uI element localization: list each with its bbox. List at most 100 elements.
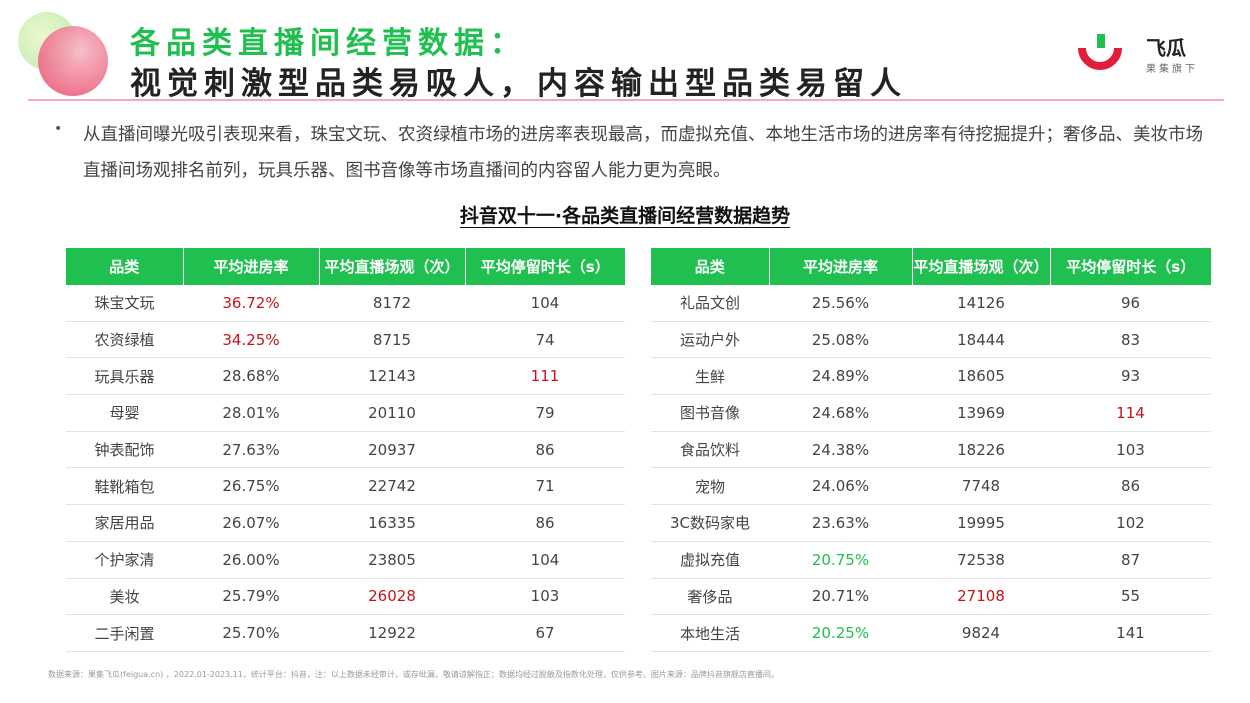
bullet-marker: • <box>54 121 63 137</box>
cell-stay-time: 74 <box>465 321 625 359</box>
cell-entry-rate: 23.63% <box>769 504 912 542</box>
table-row: 运动户外 25.08% 18444 83 <box>651 321 1211 359</box>
cell-category: 虚拟充值 <box>651 541 769 579</box>
table-body-right: 礼品文创 25.56% 14126 96 运动户外 25.08% 18444 83 生鲜 24.8… <box>651 285 1211 652</box>
cell-stay-time: 96 <box>1050 285 1211 322</box>
page-title-line1: 各品类直播间经营数据： <box>130 26 526 61</box>
cell-category: 鞋靴箱包 <box>66 467 183 506</box>
cell-views: 7748 <box>912 467 1050 506</box>
cell-stay-time: 111 <box>465 357 625 396</box>
cell-entry-rate: 24.68% <box>769 394 912 432</box>
table-header-row: 品类 平均进房率 平均直播场观（次） 平均停留时长（s） <box>66 248 625 285</box>
cell-category: 玩具乐器 <box>66 357 183 396</box>
cell-stay-time: 103 <box>1050 431 1211 469</box>
cell-category: 食品饮料 <box>651 431 769 469</box>
cell-views: 27108 <box>912 578 1050 616</box>
column-header-views: 平均直播场观（次） <box>319 248 466 285</box>
cell-category: 农资绿植 <box>66 321 183 359</box>
cell-entry-rate: 25.79% <box>183 578 319 616</box>
cell-stay-time: 71 <box>465 467 625 506</box>
category-table-left: 品类 平均进房率 平均直播场观（次） 平均停留时长（s） 珠宝文玩 36.72% 8… <box>66 248 625 652</box>
cell-views: 72538 <box>912 541 1050 579</box>
table-row: 钟表配饰 27.63% 20937 86 <box>66 431 625 469</box>
cell-views: 19995 <box>912 504 1050 542</box>
page-title-line2: 视觉刺激型品类易吸人，内容输出型品类易留人 <box>130 66 907 102</box>
cell-stay-time: 93 <box>1050 357 1211 396</box>
cell-category: 家居用品 <box>66 504 183 542</box>
cell-category: 奢侈品 <box>651 578 769 616</box>
table-row: 奢侈品 20.71% 27108 55 <box>651 578 1211 616</box>
table-row: 母婴 28.01% 20110 79 <box>66 394 625 432</box>
feigua-logo-icon <box>1078 34 1122 70</box>
table-row: 本地生活 20.25% 9824 141 <box>651 614 1211 652</box>
cell-category: 个护家清 <box>66 541 183 579</box>
cell-views: 12922 <box>319 614 465 652</box>
cell-stay-time: 103 <box>465 578 625 616</box>
table-row: 食品饮料 24.38% 18226 103 <box>651 431 1211 469</box>
column-header-entry-rate: 平均进房率 <box>183 248 320 285</box>
header-divider <box>28 99 1224 101</box>
summary-paragraph: 从直播间曝光吸引表现来看，珠宝文玩、农资绿植市场的进房率表现最高，而虚拟充值、本… <box>83 125 1203 181</box>
table-body-left: 珠宝文玩 36.72% 8172 104 农资绿植 34.25% 8715 74 玩具乐器 28.… <box>66 285 625 652</box>
cell-entry-rate: 25.70% <box>183 614 319 652</box>
cell-stay-time: 102 <box>1050 504 1211 542</box>
cell-views: 23805 <box>319 541 465 579</box>
cell-stay-time: 83 <box>1050 321 1211 359</box>
cell-entry-rate: 24.38% <box>769 431 912 469</box>
cell-entry-rate: 26.75% <box>183 467 319 506</box>
cell-stay-time: 86 <box>465 504 625 542</box>
table-row: 宠物 24.06% 7748 86 <box>651 467 1211 506</box>
cell-category: 生鲜 <box>651 357 769 396</box>
cell-category: 3C数码家电 <box>651 504 769 542</box>
table-row: 二手闲置 25.70% 12922 67 <box>66 614 625 652</box>
cell-entry-rate: 28.68% <box>183 357 319 396</box>
cell-category: 本地生活 <box>651 614 769 652</box>
cell-views: 18444 <box>912 321 1050 359</box>
cell-views: 12143 <box>319 357 465 396</box>
category-table-right: 品类 平均进房率 平均直播场观（次） 平均停留时长（s） 礼品文创 25.56% 1… <box>651 248 1211 652</box>
cell-stay-time: 86 <box>465 431 625 469</box>
cell-category: 宠物 <box>651 467 769 506</box>
table-row: 农资绿植 34.25% 8715 74 <box>66 321 625 359</box>
cell-stay-time: 87 <box>1050 541 1211 579</box>
cell-entry-rate: 24.06% <box>769 467 912 506</box>
cell-category: 美妆 <box>66 578 183 616</box>
column-header-category: 品类 <box>66 248 184 285</box>
cell-entry-rate: 20.25% <box>769 614 912 652</box>
cell-entry-rate: 25.08% <box>769 321 912 359</box>
cell-category: 钟表配饰 <box>66 431 183 469</box>
cell-views: 18605 <box>912 357 1050 396</box>
decorative-circle-pink <box>38 26 108 96</box>
cell-entry-rate: 27.63% <box>183 431 319 469</box>
column-header-stay-time: 平均停留时长（s） <box>465 248 625 285</box>
column-header-views: 平均直播场观（次） <box>912 248 1051 285</box>
brand-subtitle: 果集旗下 <box>1146 64 1198 75</box>
cell-category: 图书音像 <box>651 394 769 432</box>
table-row: 家居用品 26.07% 16335 86 <box>66 504 625 542</box>
table-row: 图书音像 24.68% 13969 114 <box>651 394 1211 432</box>
cell-views: 9824 <box>912 614 1050 652</box>
table-row: 礼品文创 25.56% 14126 96 <box>651 285 1211 322</box>
table-row: 珠宝文玩 36.72% 8172 104 <box>66 285 625 322</box>
cell-stay-time: 67 <box>465 614 625 652</box>
table-row: 虚拟充值 20.75% 72538 87 <box>651 541 1211 579</box>
column-header-category: 品类 <box>651 248 770 285</box>
cell-stay-time: 141 <box>1050 614 1211 652</box>
cell-views: 16335 <box>319 504 465 542</box>
cell-category: 珠宝文玩 <box>66 285 183 322</box>
cell-entry-rate: 34.25% <box>183 321 319 359</box>
cell-stay-time: 114 <box>1050 394 1211 432</box>
cell-category: 二手闲置 <box>66 614 183 652</box>
table-row: 鞋靴箱包 26.75% 22742 71 <box>66 467 625 506</box>
cell-views: 22742 <box>319 467 465 506</box>
table-row: 生鲜 24.89% 18605 93 <box>651 357 1211 396</box>
cell-entry-rate: 26.00% <box>183 541 319 579</box>
table-row: 美妆 25.79% 26028 103 <box>66 578 625 616</box>
cell-stay-time: 55 <box>1050 578 1211 616</box>
table-title: 抖音双十一·各品类直播间经营数据趋势 <box>459 205 791 227</box>
cell-entry-rate: 28.01% <box>183 394 319 432</box>
cell-stay-time: 104 <box>465 285 625 322</box>
data-source-footnote: 数据来源：果集飞瓜(feigua.cn) ，2022.01-2023.11，统计… <box>48 670 779 679</box>
column-header-stay-time: 平均停留时长（s） <box>1050 248 1211 285</box>
cell-views: 18226 <box>912 431 1050 469</box>
